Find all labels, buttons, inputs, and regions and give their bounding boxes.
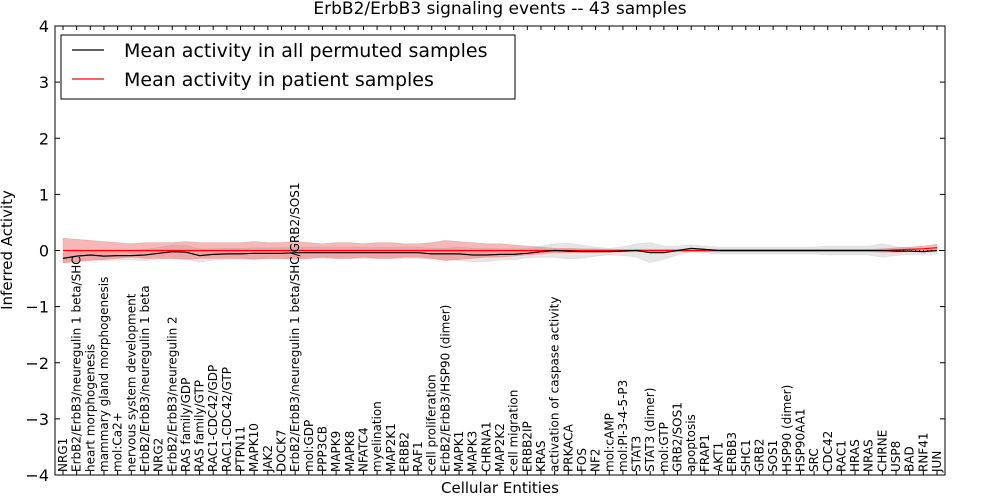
x-tick-label: HRAS <box>848 439 862 472</box>
x-tick-label: CHRNE <box>875 430 889 472</box>
x-tick-label: GRB2 <box>753 438 767 472</box>
x-tick-label: MAPK10 <box>247 423 261 472</box>
x-tick-label: SRC <box>807 448 821 472</box>
x-tick-label: heart morphogenesis <box>83 344 97 472</box>
x-tick-label: STAT3 <box>630 436 644 472</box>
x-tick-label: RAC1-CDC42/GTP <box>220 367 234 472</box>
x-tick-label: BAD <box>903 446 917 472</box>
x-tick-label: MAPK1 <box>452 431 466 472</box>
x-tick-label: FOS <box>575 448 589 472</box>
y-tick-label: −2 <box>25 354 49 373</box>
y-axis-label: Inferred Activity <box>0 190 16 310</box>
x-tick-label: ErbB2/ErbB3/HSP90 (dimer) <box>438 305 452 472</box>
x-axis-label: Cellular Entities <box>441 479 559 497</box>
x-tick-label: SOS1 <box>766 440 780 472</box>
x-tick-label: SHC1 <box>739 439 753 472</box>
x-tick-label: NFATC4 <box>356 427 370 472</box>
x-tick-label: ERBB2IP <box>520 421 534 472</box>
x-tick-label: MAPK9 <box>329 431 343 472</box>
x-tick-label: HSP90 (dimer) <box>780 385 794 472</box>
x-tick-label: PTPN11 <box>234 426 248 472</box>
x-tick-label: ERBB3 <box>725 432 739 472</box>
x-tick-label: FRAP1 <box>698 434 712 472</box>
x-tick-label: ErbB2/ErbB3/neuregulin 1 beta/SHC/GRB2/S… <box>288 182 302 472</box>
x-tick-label: JAK2 <box>261 445 275 473</box>
y-tick-label: 4 <box>39 17 49 36</box>
x-tick-label: ErbB2/ErbB3/neuregulin 1 beta/SHC <box>70 256 84 472</box>
x-tick-label: NF2 <box>589 448 603 472</box>
x-tick-label: cell proliferation <box>425 374 439 472</box>
y-tick-label: 1 <box>39 185 49 204</box>
legend-label-permuted: Mean activity in all permuted samples <box>124 40 487 62</box>
x-tick-label: GRB2/SOS1 <box>671 402 685 472</box>
x-tick-label: ErbB2/ErbB3/neuregulin 2 <box>165 316 179 472</box>
x-tick-label: apoptosis <box>684 414 698 472</box>
x-tick-label: MAPK3 <box>466 431 480 472</box>
x-tick-label: mol:Ca2+ <box>111 412 125 472</box>
x-tick-label: STAT3 (dimer) <box>643 388 657 472</box>
x-tick-label: NRG2 <box>152 438 166 472</box>
x-tick-label: MAPK8 <box>343 431 357 472</box>
y-tick-label: −1 <box>25 298 49 317</box>
x-tick-label: RAS family/GTP <box>193 380 207 472</box>
x-tick-label: AKT1 <box>712 442 726 472</box>
x-tick-label: mol:cAMP <box>602 413 616 472</box>
legend: Mean activity in all permuted samples Me… <box>60 34 516 100</box>
x-tick-label: NRAS <box>862 439 876 472</box>
x-tick-label: ErbB2/ErbB3/neuregulin 1 beta <box>138 285 152 472</box>
legend-label-patient: Mean activity in patient samples <box>124 69 434 91</box>
x-tick-label: myelination <box>370 401 384 472</box>
x-tick-label: PRKACA <box>561 423 575 472</box>
x-tick-label: mammary gland morphogenesis <box>97 277 111 472</box>
x-tick-label: mol:GTP <box>657 422 671 472</box>
x-tick-label: mol:GDP <box>302 420 316 472</box>
y-tick-label: 3 <box>39 73 49 92</box>
legend-box <box>60 34 516 100</box>
x-tick-label: mol:PI-3-4-5-P3 <box>616 380 630 472</box>
y-tick-label: 2 <box>39 129 49 148</box>
y-tick-label: −3 <box>25 410 49 429</box>
y-tick-label: 0 <box>39 242 49 261</box>
x-tick-label: KRAS <box>534 440 548 472</box>
x-tick-label: PPP3CB <box>316 426 330 472</box>
x-tick-label: RAC1 <box>834 440 848 472</box>
x-tick-label: nervous system development <box>124 293 138 472</box>
x-tick-label: CHRNA1 <box>479 421 493 472</box>
chart-title: ErbB2/ErbB3 signaling events -- 43 sampl… <box>313 0 686 19</box>
x-tick-label: DOCK7 <box>275 429 289 472</box>
x-tick-label: HSP90AA1 <box>793 408 807 472</box>
x-tick-label: MAP2K1 <box>384 423 398 472</box>
x-tick-label: activation of caspase activity <box>548 297 562 472</box>
x-tick-label: NRG1 <box>56 438 70 472</box>
x-tick-label: JUN <box>930 451 944 473</box>
x-tick-label: MAP2K2 <box>493 423 507 472</box>
x-tick-label: RNF41 <box>916 433 930 473</box>
y-tick-label: −4 <box>25 466 49 485</box>
x-tick-label: cell migration <box>507 390 521 472</box>
x-tick-label: RAF1 <box>411 441 425 472</box>
permuted-mean-line <box>62 247 938 259</box>
x-tick-label: RAC1-CDC42/GDP <box>206 365 220 472</box>
x-tick-label: USP8 <box>889 441 903 472</box>
x-tick-label: RAS family/GDP <box>179 378 193 472</box>
permuted-range-band <box>62 242 938 264</box>
x-tick-label: ERBB2 <box>397 432 411 472</box>
x-tick-label: CDC42 <box>821 431 835 472</box>
